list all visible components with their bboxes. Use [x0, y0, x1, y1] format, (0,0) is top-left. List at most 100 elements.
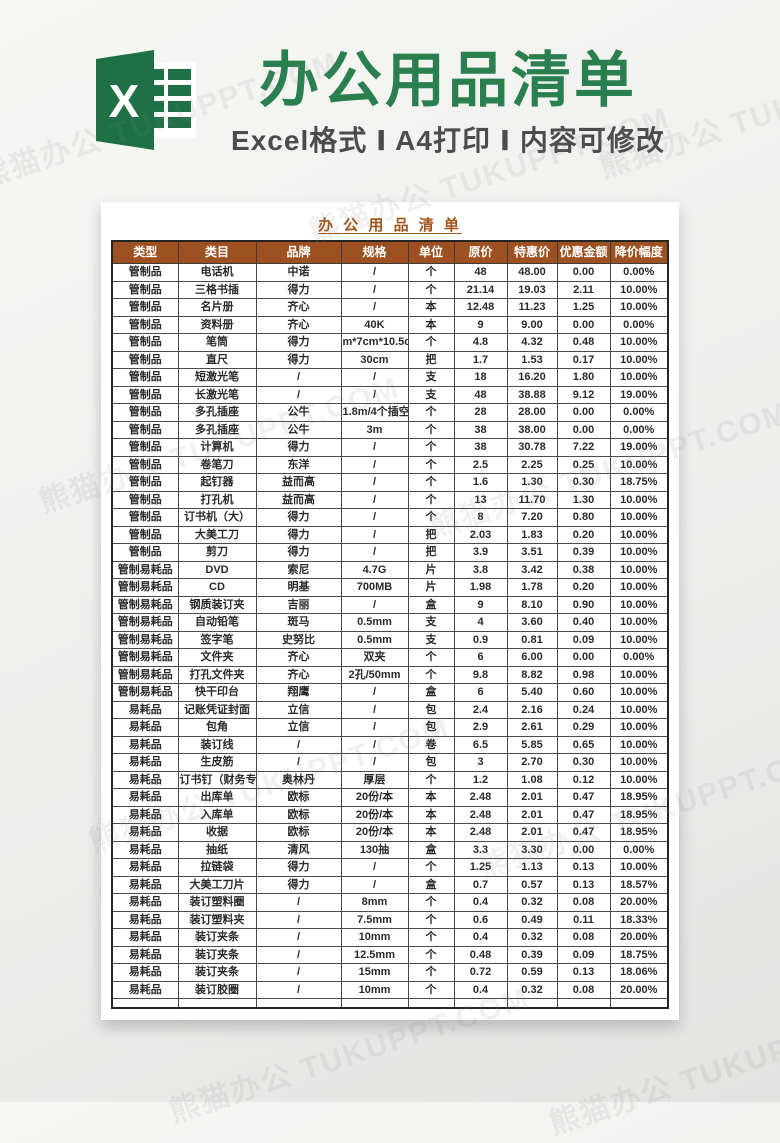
cell: 20份/本 [340, 823, 409, 842]
cell: 支 [407, 613, 455, 632]
table-row: 管制品 剪刀 得力 / 把 3.9 3.51 0.39 10.00% [111, 543, 669, 562]
cell: 资料册 [177, 315, 257, 334]
cell: 28 [453, 403, 508, 422]
cell: 0.13 [556, 963, 611, 982]
table-row: 管制品 资料册 齐心 40K 本 9 9.00 0.00 0.00% [111, 315, 669, 334]
cell: 28.00 [506, 403, 558, 422]
cell: 10.00% [609, 630, 669, 649]
cell: 3.8 [453, 560, 508, 579]
cell: / [340, 455, 409, 474]
cell: 欧标 [255, 788, 342, 807]
cell: 2.61 [506, 718, 558, 737]
table-row: 易耗品 装订夹条/10mm 个 0.4 0.32 0.08 20.00% [111, 928, 669, 947]
cell: 2.11 [556, 280, 611, 299]
cell: 公牛 [255, 420, 342, 439]
cell: 10mm [340, 980, 409, 999]
cell: 10.00% [609, 700, 669, 719]
cell: 本 [407, 788, 455, 807]
cell: 48 [453, 385, 508, 404]
table-row: 管制易耗品 DVD 索尼 4.7G 片 3.8 3.42 0.38 10.00% [111, 560, 669, 579]
table-row: 易耗品 包角 立信 / 包 2.9 2.61 0.29 10.00% [111, 718, 669, 737]
cell: 5.85 [506, 735, 558, 754]
cell: 1.25 [556, 298, 611, 317]
cell: 益而高 [255, 490, 342, 509]
cell: 多孔插座 [177, 403, 257, 422]
cell: 18.75% [609, 473, 669, 492]
cell: 9.00 [506, 315, 558, 334]
cell: 盒 [407, 595, 455, 614]
cell: 3.3 [453, 840, 508, 859]
cell: / [340, 368, 409, 387]
cell: 30cm [340, 350, 409, 369]
cell: 管制品 [111, 473, 179, 492]
cell: 19.03 [506, 280, 558, 299]
cell: 12.5mm [340, 945, 409, 964]
cell: 10.00% [609, 770, 669, 789]
cell: 得力 [255, 508, 342, 527]
cell: 欧标 [255, 823, 342, 842]
cell: 1.8m/4个插空 [340, 403, 409, 422]
cell: 本 [407, 298, 455, 317]
cell: 直尺 [177, 350, 257, 369]
cell: / [340, 438, 409, 457]
cell: 38 [453, 438, 508, 457]
cell: 9 [453, 315, 508, 334]
cell: 3m [340, 420, 409, 439]
cell: 1.30 [556, 490, 611, 509]
cell: DVD [177, 560, 257, 579]
cell: 2.03 [453, 525, 508, 544]
cell: m*7cm*10.5c [340, 333, 409, 352]
table-row: 管制易耗品 快干印台 翔鹰 / 盒 6 5.40 0.60 10.00% [111, 683, 669, 702]
cell: 21.14 [453, 280, 508, 299]
cell: 名片册 [177, 298, 257, 317]
cell: 10.00% [609, 333, 669, 352]
cell: CD [177, 578, 257, 597]
cell: 0.00% [609, 840, 669, 859]
empty-row [111, 998, 669, 1009]
cell: 12.48 [453, 298, 508, 317]
cell: 13 [453, 490, 508, 509]
cell: 0.47 [556, 823, 611, 842]
cell: 0.65 [556, 735, 611, 754]
cell: 38.88 [506, 385, 558, 404]
cell: 中诺 [255, 263, 342, 282]
table-row: 易耗品 装订塑料圈/8mm 个 0.4 0.32 0.08 20.00% [111, 893, 669, 912]
cell: / [340, 263, 409, 282]
cell: 2.9 [453, 718, 508, 737]
cell: 包角 [177, 718, 257, 737]
cell [556, 998, 611, 1009]
column-header: 类型 [111, 240, 179, 264]
cell: 10.00% [609, 578, 669, 597]
cell: 9.12 [556, 385, 611, 404]
table-row: 管制品 电话机 中诺 / 个 48 48.00 0.00 0.00% [111, 263, 669, 282]
cell: 易耗品 [111, 718, 179, 737]
cell: 10.00% [609, 683, 669, 702]
cell: 个 [407, 263, 455, 282]
cell: 齐心 [255, 298, 342, 317]
cell: / [340, 700, 409, 719]
cell: 10.00% [609, 298, 669, 317]
cell: 0.12 [556, 770, 611, 789]
cell: 把 [407, 350, 455, 369]
cell: 0.57 [506, 875, 558, 894]
cell: 2.01 [506, 823, 558, 842]
cell: 0.4 [453, 928, 508, 947]
cell [177, 998, 257, 1009]
cell: 个 [407, 508, 455, 527]
cell: 管制品 [111, 508, 179, 527]
table-row: 易耗品 出库单 欧标 20份/本本 2.48 2.01 0.47 18.95% [111, 788, 669, 807]
column-header: 特惠价 [506, 240, 558, 264]
cell: 索尼 [255, 560, 342, 579]
cell: 装订塑料夹 [177, 910, 257, 929]
cell: 装订夹条 [177, 928, 257, 947]
cell: 易耗品 [111, 980, 179, 999]
cell: 10.00% [609, 525, 669, 544]
cell: 易耗品 [111, 788, 179, 807]
cell: 19.00% [609, 385, 669, 404]
cell: 0.24 [556, 700, 611, 719]
cell: 0.25 [556, 455, 611, 474]
table-row: 管制品 起钉器 益而高 / 个 1.6 1.30 0.30 18.75% [111, 473, 669, 492]
column-header: 类目 [177, 240, 257, 264]
cell: / [255, 735, 342, 754]
